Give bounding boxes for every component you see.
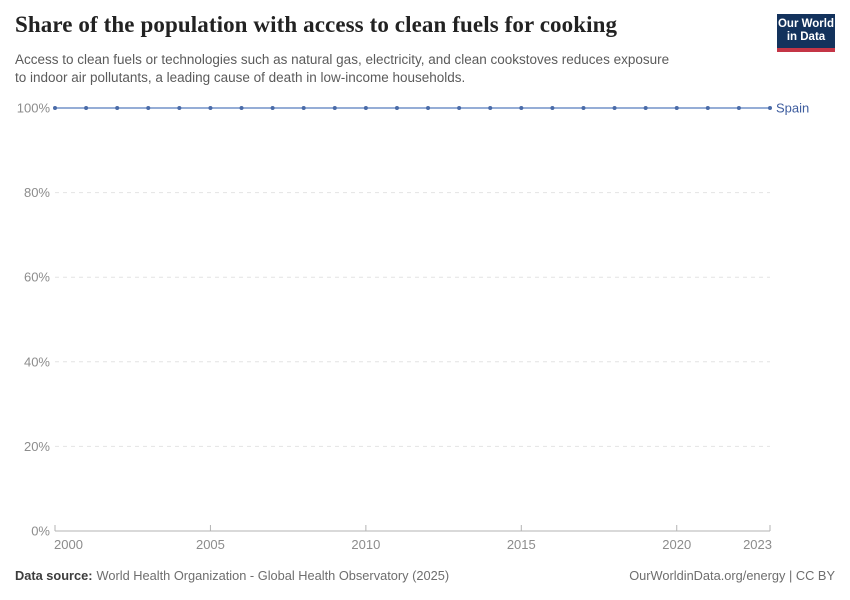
y-axis-label: 80%: [24, 185, 50, 200]
y-axis-label: 60%: [24, 270, 50, 285]
data-point[interactable]: [581, 106, 586, 110]
chart-subtitle: Access to clean fuels or technologies su…: [15, 51, 755, 87]
data-source-label: Data source:: [15, 568, 93, 583]
data-point[interactable]: [736, 106, 741, 110]
data-point[interactable]: [146, 106, 151, 110]
data-point[interactable]: [488, 106, 493, 110]
data-source-note: Data source: World Health Organization - …: [15, 568, 449, 583]
data-point[interactable]: [519, 106, 524, 110]
owid-logo-line2: in Data: [786, 31, 826, 43]
owid-logo-line1: Our World: [777, 18, 834, 30]
data-point[interactable]: [363, 106, 368, 110]
data-point[interactable]: [768, 106, 772, 110]
x-axis-label: 2023: [743, 537, 772, 552]
data-point[interactable]: [674, 106, 679, 110]
x-axis-label: 2020: [662, 537, 691, 552]
data-point[interactable]: [612, 106, 617, 110]
chart-subtitle-line: to indoor air pollutants, a leading caus…: [15, 70, 466, 85]
data-point[interactable]: [208, 106, 213, 110]
data-point[interactable]: [643, 106, 648, 110]
footer-license-link[interactable]: OurWorldinData.org/energy | CC BY: [629, 568, 835, 583]
x-axis-label: 2015: [507, 537, 536, 552]
data-point[interactable]: [115, 106, 120, 110]
y-axis-label: 40%: [24, 354, 50, 369]
data-point[interactable]: [301, 106, 306, 110]
y-axis-label: 20%: [24, 439, 50, 454]
series-label-spain[interactable]: Spain: [776, 101, 809, 116]
x-axis-label: 2005: [196, 537, 225, 552]
x-axis-label: 2000: [54, 537, 83, 552]
data-point[interactable]: [177, 106, 182, 110]
data-point[interactable]: [270, 106, 275, 110]
data-point[interactable]: [550, 106, 555, 110]
owid-logo[interactable]: Our World in Data: [777, 14, 835, 52]
data-point[interactable]: [457, 106, 462, 110]
y-axis-label: 0%: [31, 524, 50, 539]
footer: Data source: World Health Organization - …: [15, 568, 835, 583]
chart-title: Share of the population with access to c…: [15, 12, 618, 37]
data-point[interactable]: [426, 106, 431, 110]
data-point[interactable]: [705, 106, 710, 110]
y-axis-label: 100%: [17, 101, 51, 116]
chart-subtitle-line: Access to clean fuels or technologies su…: [15, 52, 670, 67]
data-source-text: World Health Organization - Global Healt…: [96, 568, 450, 583]
data-point[interactable]: [394, 106, 399, 110]
data-point[interactable]: [239, 106, 244, 110]
data-point[interactable]: [332, 106, 337, 110]
data-point[interactable]: [53, 106, 57, 110]
x-axis-label: 2010: [351, 537, 380, 552]
data-point[interactable]: [84, 106, 89, 110]
